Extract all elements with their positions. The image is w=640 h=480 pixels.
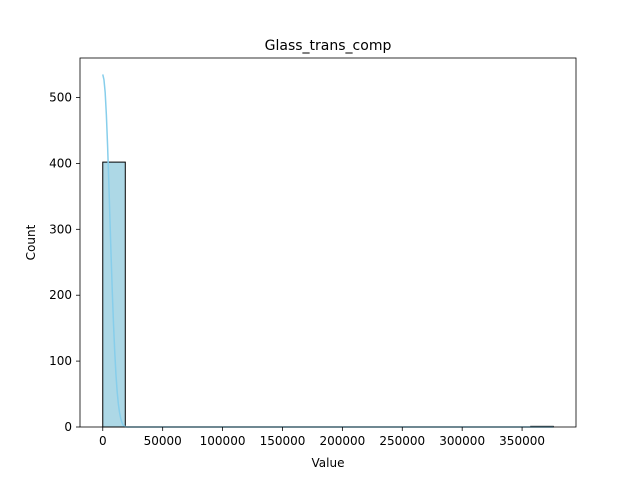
x-tick-label-1: 50000 [144,434,182,448]
y-tick-label-2: 200 [49,288,72,302]
plot-frame [79,57,577,428]
x-tick-label-4: 200000 [319,434,365,448]
x-axis: 0 50000 100000 150000 200000 250000 300000 3500… [99,427,545,448]
kde-curve-layer [102,74,554,428]
x-tick-label-3: 150000 [260,434,306,448]
y-tick-label-0: 0 [64,420,72,434]
y-axis-label: Count [24,224,38,260]
x-tick-label-2: 100000 [200,434,246,448]
x-tick-label-5: 250000 [379,434,425,448]
chart-title: Glass_trans_comp [265,38,392,54]
histogram-bars [102,161,554,428]
histogram-bar-0 [102,161,126,428]
y-tick-label-5: 500 [49,91,72,105]
x-tick-label-0: 0 [99,434,107,448]
y-tick-label-4: 400 [49,156,72,170]
y-tick-label-3: 300 [49,222,72,236]
x-tick-label-6: 300000 [439,434,485,448]
x-axis-label: Value [312,456,345,470]
y-axis: 0 100 200 300 400 500 [49,91,80,434]
x-tick-label-7: 350000 [499,434,545,448]
kde-curve [102,74,554,428]
y-tick-label-1: 100 [49,354,72,368]
